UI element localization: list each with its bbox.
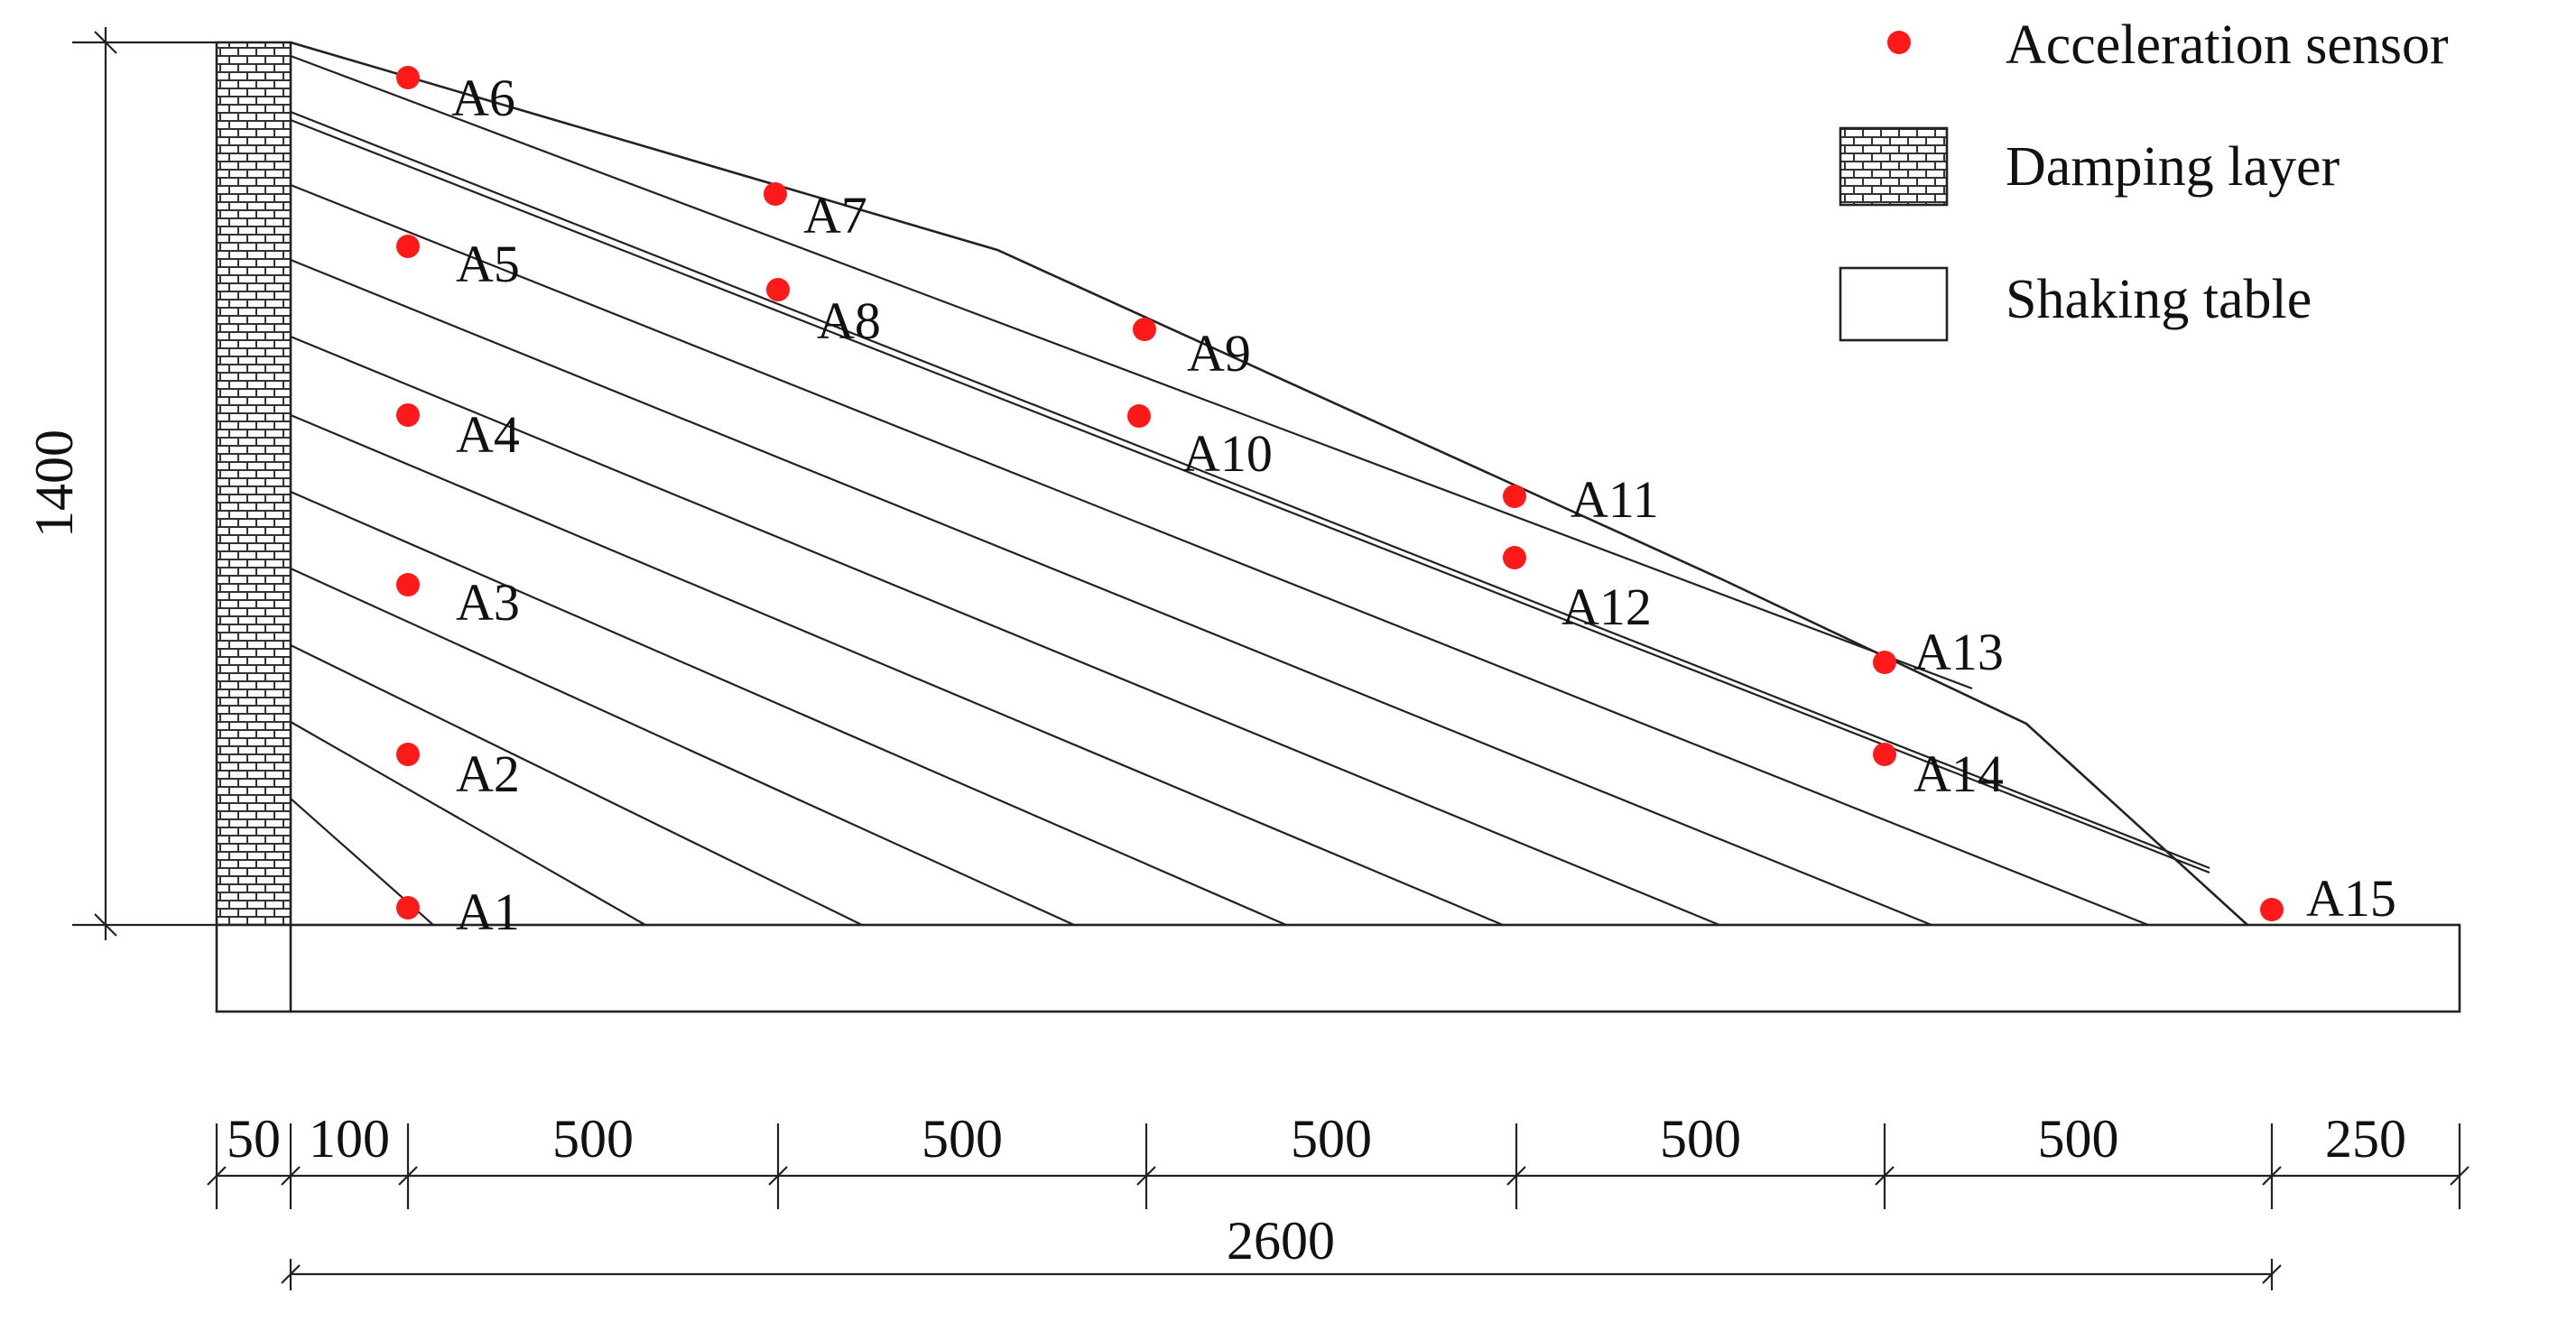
dimension-tick-slash <box>2262 1166 2282 1186</box>
sensor-a1-label: A1 <box>456 883 520 941</box>
sensor-a5-marker <box>396 235 420 258</box>
sensor-a8-label: A8 <box>817 291 881 350</box>
sensor-a12-label: A12 <box>1561 578 1652 636</box>
sensor-a15-label: A15 <box>2306 869 2396 928</box>
dimension-tick-slash <box>207 1166 227 1186</box>
damping-layer <box>215 41 292 927</box>
sensor-a9-label: A9 <box>1187 324 1251 383</box>
sensor-a13-marker <box>1873 651 1896 674</box>
height-dimension: 1400 <box>24 27 217 940</box>
sensor-a9-marker <box>1133 318 1156 341</box>
dimension-tick-slash <box>1136 1166 1156 1186</box>
legend-table-label: Shaking table <box>2006 269 2312 330</box>
dimension-tick-slash <box>281 1166 301 1186</box>
sensor-a7-label: A7 <box>803 186 867 245</box>
legend-sensor-label: Acceleration sensor <box>2006 14 2449 76</box>
width-dimensions: 50 100 500 500 500 500 500 250 2600 <box>207 1109 2469 1290</box>
segment-dimension-label: 100 <box>309 1109 390 1169</box>
sensor-a11-label: A11 <box>1571 470 1659 529</box>
sensor-a2-label: A2 <box>456 744 520 803</box>
sensor-a2-marker <box>396 743 420 766</box>
segment-dimension-label: 500 <box>1291 1109 1372 1169</box>
sensor-a15-marker <box>2260 898 2284 921</box>
sensor-a11-marker <box>1503 485 1526 508</box>
legend-table-icon <box>1839 266 1949 342</box>
sensor-a6-marker <box>396 66 420 89</box>
segment-dimension-label: 500 <box>922 1109 1003 1169</box>
segment-dimension-label: 250 <box>2325 1109 2406 1169</box>
segment-dimension-label: 50 <box>227 1109 281 1169</box>
sensor-a4-marker <box>396 403 420 427</box>
shaking-table <box>215 923 2461 1013</box>
sensor-a14-marker <box>1873 743 1896 766</box>
segment-dimension-label: 500 <box>1660 1109 1741 1169</box>
dimension-tick-slash <box>1875 1166 1895 1186</box>
segment-dimension-label: 500 <box>552 1109 634 1169</box>
total-dimension-tick-slash <box>2262 1264 2282 1284</box>
height-dimension-label: 1400 <box>24 430 84 538</box>
sensor-a12-marker <box>1503 546 1526 569</box>
sensor-group: A1 A2 A3 A4 A5 A6 A7 A8 A9 A10 A11 A12 A13 A14 A15 <box>396 66 2396 941</box>
sensor-a3-label: A3 <box>456 573 520 632</box>
sensor-a10-marker <box>1127 404 1151 428</box>
dimension-tick-slash <box>2450 1166 2469 1186</box>
sensor-a7-marker <box>764 182 787 206</box>
sensor-a5-label: A5 <box>456 235 520 293</box>
sensor-a6-label: A6 <box>451 69 515 127</box>
sensor-a8-marker <box>766 278 790 301</box>
legend-sensor-icon <box>1887 31 1911 54</box>
slope-surface <box>290 41 2248 926</box>
sensor-a13-label: A13 <box>1913 623 2004 681</box>
total-dimension-tick-slash <box>281 1264 301 1284</box>
dimension-tick-slash <box>398 1166 418 1186</box>
sensor-a14-label: A14 <box>1913 744 2004 803</box>
legend: Acceleration sensor Damping layer Shakin… <box>1839 14 2449 342</box>
legend-damping-label: Damping layer <box>2006 136 2340 198</box>
total-dimension-label: 2600 <box>1227 1211 1335 1271</box>
segment-dimension-label: 500 <box>2038 1109 2119 1169</box>
sensor-a4-label: A4 <box>456 405 520 464</box>
sensor-a10-label: A10 <box>1182 424 1273 483</box>
sensor-a3-marker <box>396 573 420 596</box>
legend-damping-icon <box>1839 126 1949 207</box>
dimension-tick-slash <box>1506 1166 1526 1186</box>
sensor-a1-marker <box>396 896 420 920</box>
dimension-tick-slash <box>768 1166 788 1186</box>
